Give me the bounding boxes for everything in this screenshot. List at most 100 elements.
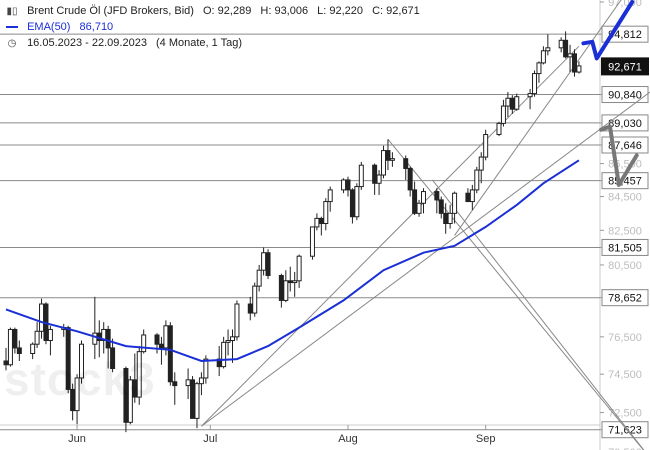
candle-92 bbox=[571, 49, 577, 77]
candle-74 bbox=[465, 188, 471, 203]
candle-body-up bbox=[389, 158, 395, 161]
ema-label: EMA(50) bbox=[27, 21, 71, 33]
candle-70 bbox=[438, 196, 444, 219]
candle-33 bbox=[203, 355, 209, 384]
candle-body-down bbox=[563, 39, 569, 58]
y-tick-label-16: 70,500 bbox=[608, 447, 642, 450]
candle-body-down bbox=[105, 328, 111, 349]
y-axis-ticks: 97,00094,81290,84089,03087,64686,50085,4… bbox=[599, 0, 649, 450]
candle-body-up bbox=[354, 186, 360, 218]
current-price-box bbox=[601, 57, 649, 76]
level-label-box-15 bbox=[601, 421, 649, 439]
candle-76 bbox=[474, 166, 480, 194]
candle-47 bbox=[292, 271, 298, 297]
candle-body-down bbox=[443, 212, 449, 225]
candle-8 bbox=[47, 325, 53, 356]
ema-legend-swatch bbox=[6, 26, 18, 29]
candle-body-down bbox=[154, 334, 160, 345]
candle-24 bbox=[154, 333, 160, 354]
candle-38 bbox=[234, 300, 240, 341]
candle-body-down bbox=[247, 303, 253, 314]
candle-body-up bbox=[30, 343, 36, 355]
candle-body-up bbox=[34, 330, 40, 345]
candle-64 bbox=[403, 155, 409, 180]
candle-body-down bbox=[509, 97, 515, 110]
x-tick-label-1: Jul bbox=[203, 433, 217, 445]
close-value: C: 92,671 bbox=[372, 5, 420, 17]
annotations bbox=[581, 0, 639, 187]
x-axis-ticks: Jun Jul Aug Sep bbox=[0, 424, 600, 445]
candle-body-up bbox=[420, 191, 426, 204]
candle-43 bbox=[265, 249, 271, 280]
candle-body-up bbox=[474, 169, 480, 191]
current-price-label: 92,671 bbox=[601, 57, 649, 76]
clock-icon: ◷ bbox=[7, 38, 17, 49]
candle-65 bbox=[407, 166, 413, 197]
candle-67 bbox=[416, 199, 422, 217]
candle-body-up bbox=[47, 328, 53, 342]
candlestick-icon: ▮▯ bbox=[6, 6, 18, 17]
candle-body-up bbox=[141, 334, 147, 353]
candle-body-down bbox=[318, 217, 324, 225]
candle-body-up bbox=[234, 303, 240, 338]
candle-body-up bbox=[203, 358, 209, 379]
y-tick-label-10: 80,500 bbox=[608, 260, 642, 272]
candle-22 bbox=[136, 346, 142, 405]
candle-body-down bbox=[110, 347, 116, 370]
candle-40 bbox=[252, 282, 258, 317]
candle-body-up bbox=[283, 280, 289, 301]
y-tick-label-0: 97,000 bbox=[608, 0, 642, 9]
candle-body-up bbox=[381, 150, 387, 176]
candle-body-up bbox=[478, 156, 484, 171]
candle-59 bbox=[372, 163, 378, 195]
trendline-1 bbox=[201, 91, 650, 427]
candle-80 bbox=[500, 99, 506, 127]
candle-42 bbox=[261, 247, 267, 276]
header-line-1: ▮▯ Brent Crude Öl (JFD Brokers, Bid) O: … bbox=[6, 5, 426, 17]
candle-body-down bbox=[278, 274, 284, 301]
candle-69 bbox=[434, 188, 440, 214]
date-range: 16.05.2023 - 22.09.2023 bbox=[27, 37, 147, 49]
candle-49 bbox=[309, 226, 315, 260]
current-price-value: 92,671 bbox=[608, 61, 642, 73]
candle-body-down bbox=[349, 189, 355, 218]
high-value: H: 93,006 bbox=[260, 5, 309, 17]
candle-90 bbox=[563, 31, 569, 59]
candle-body-up bbox=[358, 164, 364, 188]
candle-body-down bbox=[385, 150, 391, 161]
candle-body-up bbox=[198, 377, 204, 385]
ema50-line bbox=[5, 159, 580, 363]
candle-89 bbox=[558, 37, 564, 53]
y-tick-label-13: 74,500 bbox=[608, 369, 642, 381]
candle-29 bbox=[185, 368, 191, 399]
candle-body-up bbox=[92, 332, 98, 345]
candle-56 bbox=[349, 188, 355, 224]
candle-body-up bbox=[447, 212, 453, 225]
candle-body-up bbox=[292, 280, 298, 284]
candle-body-down bbox=[167, 325, 173, 383]
candle-60 bbox=[376, 170, 382, 195]
candle-81 bbox=[505, 92, 511, 118]
candle-32 bbox=[198, 372, 204, 396]
level-label-9: 81,505 bbox=[608, 242, 642, 254]
watermark: stock3 bbox=[4, 353, 156, 405]
candle-body-down bbox=[438, 199, 444, 214]
candle-28 bbox=[172, 372, 178, 405]
candle-body-up bbox=[532, 73, 538, 95]
candle-53 bbox=[327, 186, 333, 212]
level-label-box-9 bbox=[601, 238, 649, 256]
candle-body-up bbox=[567, 53, 573, 58]
candle-51 bbox=[318, 216, 324, 236]
candle-91 bbox=[567, 44, 573, 73]
candle-20 bbox=[127, 376, 133, 425]
candle-body-up bbox=[261, 252, 267, 271]
level-label-3: 89,030 bbox=[608, 118, 642, 130]
candle-body-up bbox=[452, 192, 458, 214]
candle-body-up bbox=[39, 303, 45, 332]
candle-body-up bbox=[323, 201, 329, 225]
candle-body-up bbox=[256, 269, 262, 287]
candle-37 bbox=[230, 329, 236, 363]
candle-2 bbox=[12, 327, 18, 354]
candle-75 bbox=[469, 184, 475, 210]
candle-body-up bbox=[79, 343, 85, 379]
